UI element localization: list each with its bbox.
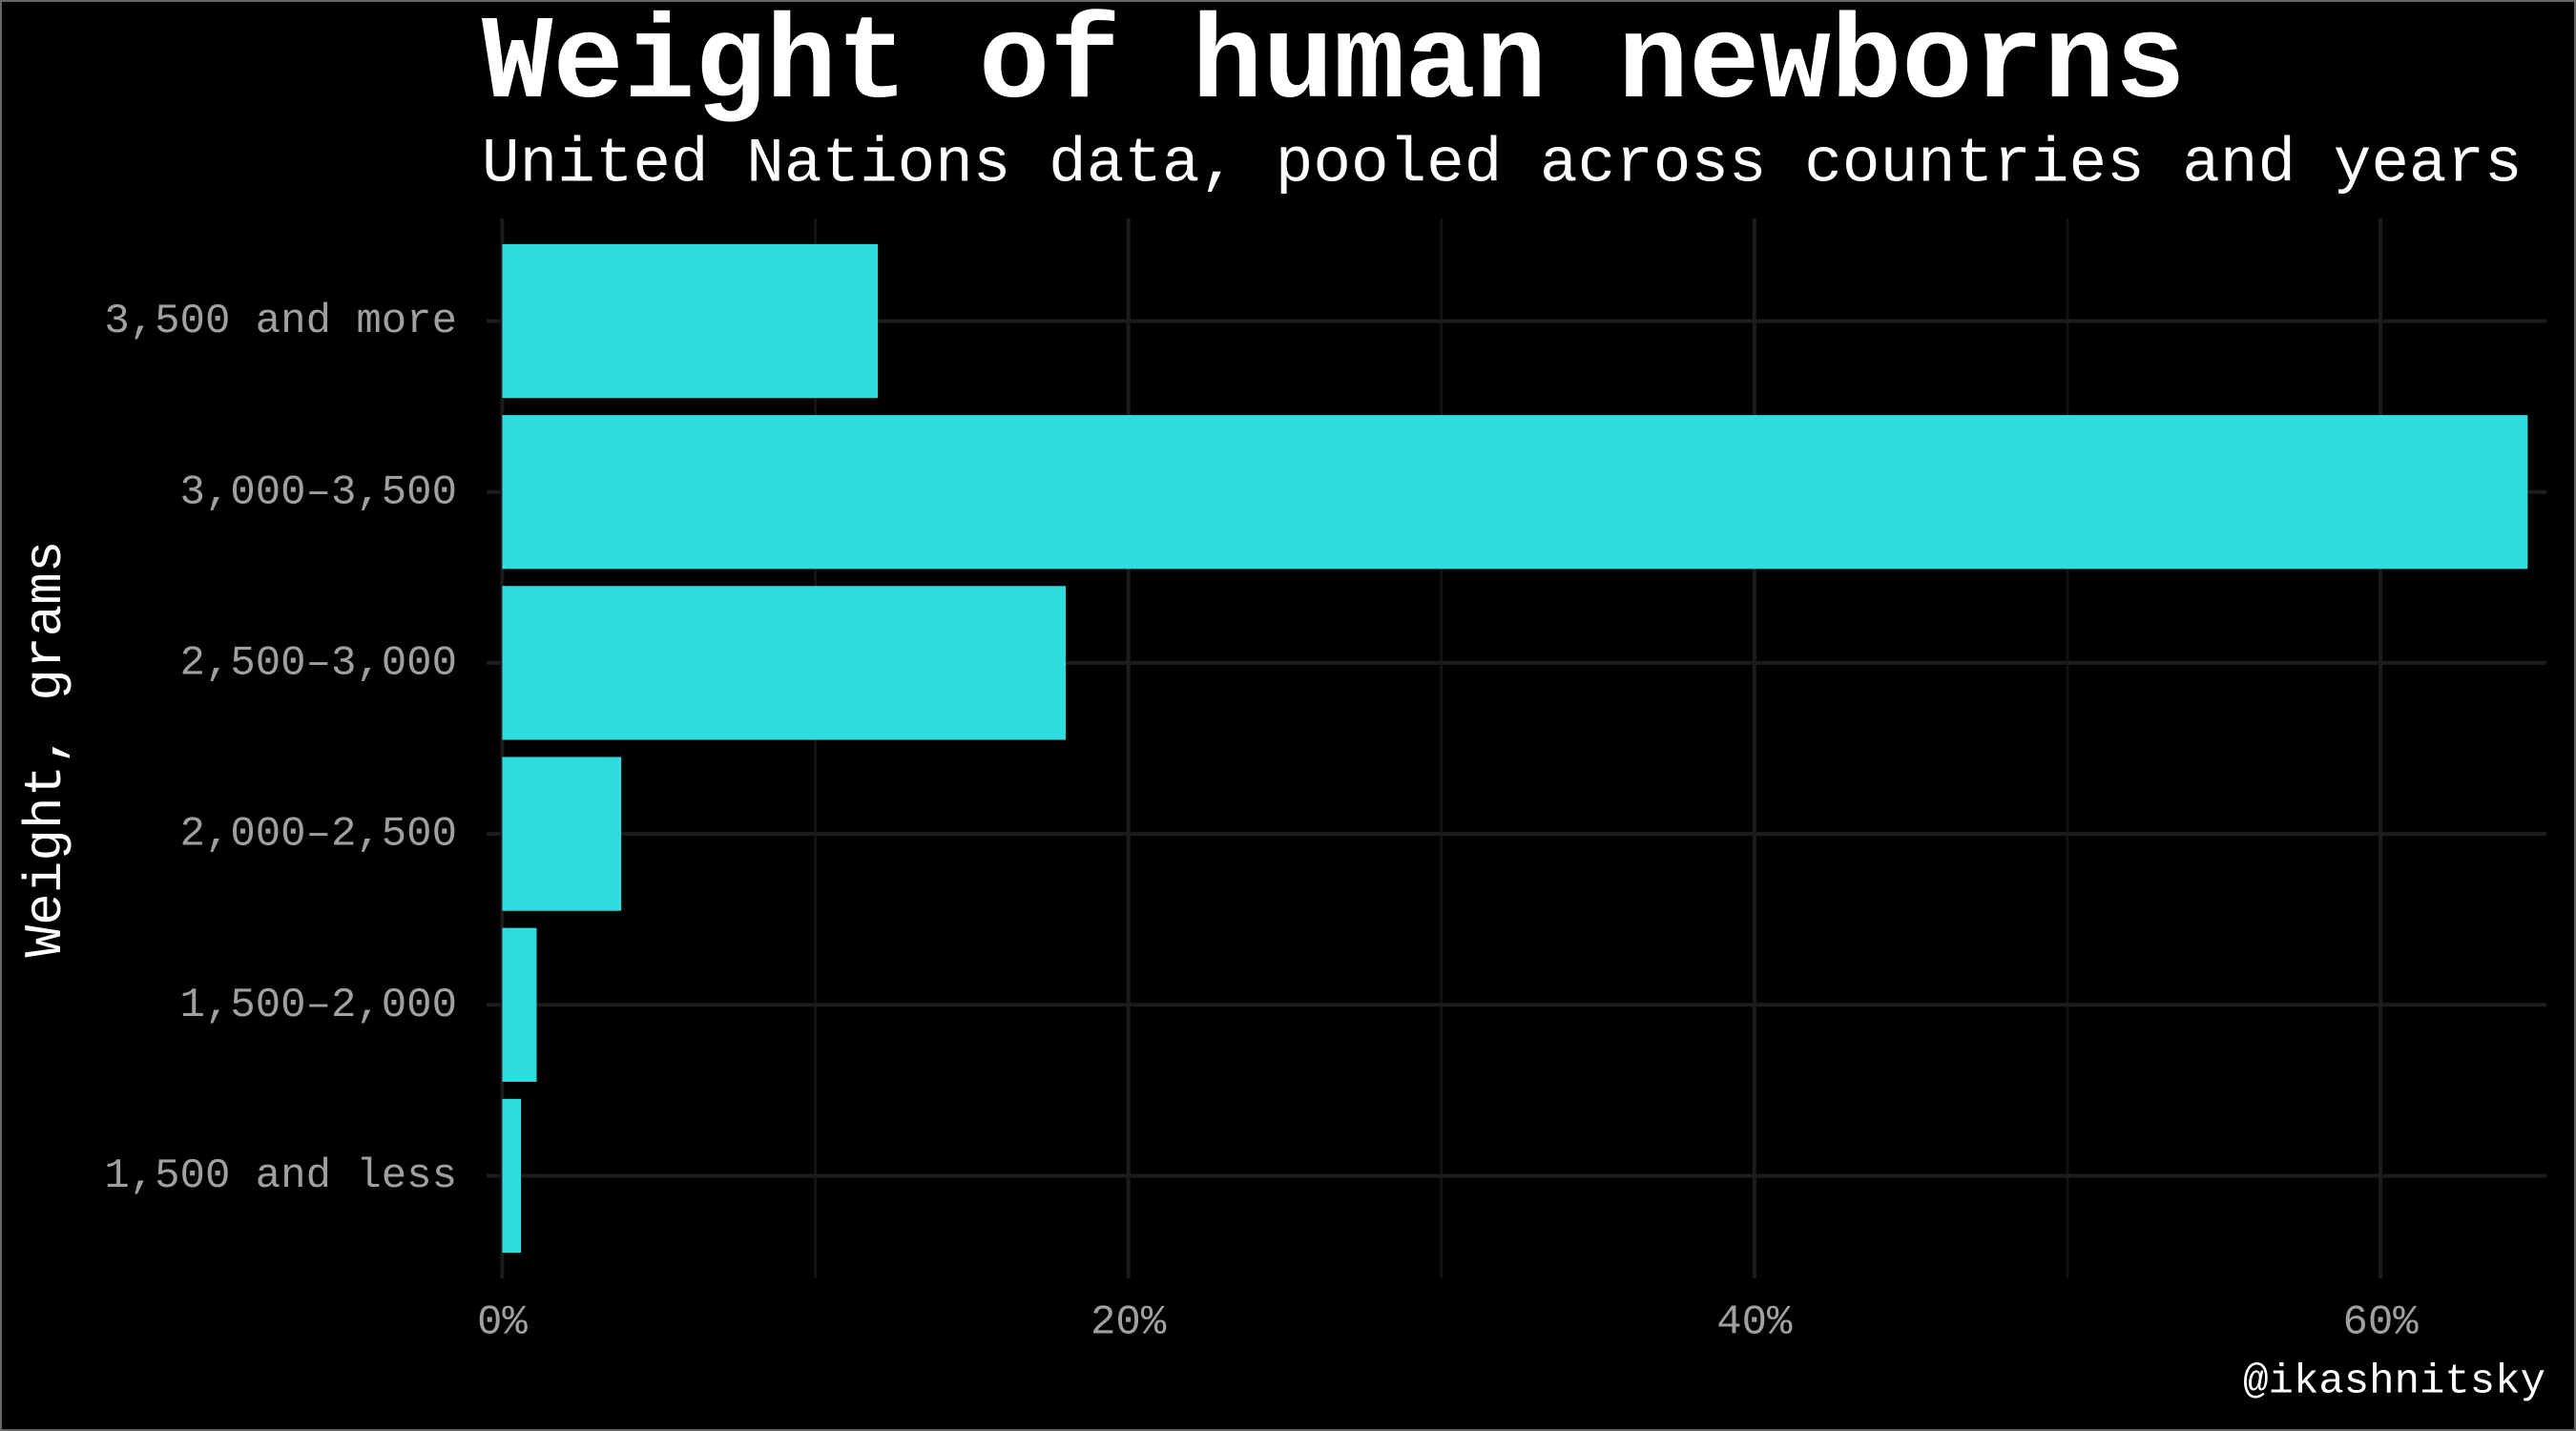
y-tick-label: 2,500–3,000 [180, 640, 457, 688]
chart-title: Weight of human newborns [482, 0, 2186, 133]
bar [502, 1098, 522, 1254]
bar [502, 586, 1067, 740]
x-tick-label: 0% [477, 1299, 528, 1347]
bar [502, 927, 537, 1082]
y-tick-label: 2,000–2,500 [180, 811, 457, 859]
x-tick-label: 40% [1716, 1299, 1793, 1347]
y-tick-label: 1,500 and less [104, 1152, 457, 1200]
bar [502, 415, 2528, 570]
y-axis-title: Weight, grams [15, 541, 76, 958]
y-tick-label: 3,000–3,500 [180, 468, 457, 516]
y-tick-label: 3,500 and more [104, 298, 457, 345]
x-tick-label: 60% [2342, 1299, 2419, 1347]
chart-subtitle: United Nations data, pooled across count… [482, 128, 2523, 199]
caption: @ikashnitsky [2243, 1358, 2545, 1406]
y-tick-label: 1,500–2,000 [180, 982, 457, 1029]
x-tick-label: 20% [1091, 1299, 1167, 1347]
bar [502, 757, 622, 911]
bar [502, 243, 879, 399]
